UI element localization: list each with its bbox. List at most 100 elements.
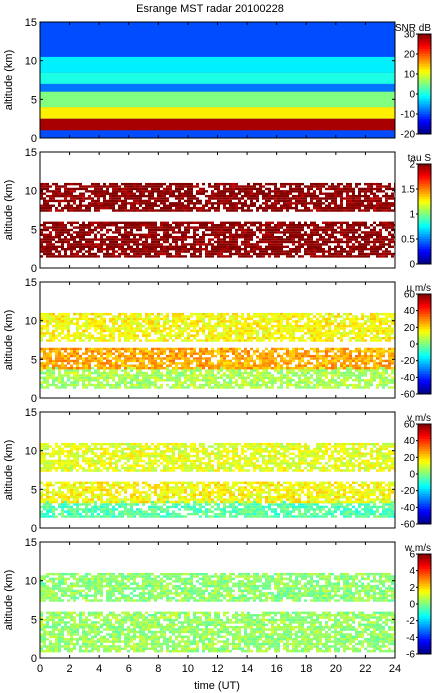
colorbar-tick-label: 0 <box>409 600 415 611</box>
data-layer <box>40 22 395 57</box>
colorbar-tick-label: -10 <box>401 110 416 121</box>
colorbar-tick-label: -40 <box>401 373 416 384</box>
y-tick-label: 10 <box>25 186 37 198</box>
colorbar-tick-label: 40 <box>404 436 416 447</box>
colorbar-tick-label: 2 <box>409 583 415 594</box>
data-layer <box>40 91 395 108</box>
y-tick-label: 5 <box>31 484 37 496</box>
y-tick-label: 10 <box>25 56 37 68</box>
y-axis-label: altitude (km) <box>3 310 15 371</box>
y-axis-label: altitude (km) <box>3 440 15 501</box>
colorbar-tick-label: 0 <box>409 260 415 271</box>
x-tick-label: 10 <box>182 663 194 675</box>
y-tick-label: 15 <box>25 17 37 29</box>
y-tick-label: 0 <box>31 263 37 275</box>
colorbar-label: w m/s <box>404 543 431 554</box>
panel-snr: 0 5 10 15 altitude (km) SNR dB -20 -10 0 10 20 30 <box>3 17 432 145</box>
y-tick-label: 5 <box>31 354 37 366</box>
colorbar-snr: SNR dB -20 -10 0 10 20 30 <box>395 23 432 141</box>
colorbar-tick-label: 6 <box>409 550 415 561</box>
colorbar-tick-label: 60 <box>404 420 416 431</box>
colorbar-label: u m/s <box>407 283 431 294</box>
data-layer <box>40 182 395 212</box>
y-tick-label: 15 <box>25 147 37 159</box>
x-tick-label: 4 <box>96 663 102 675</box>
x-tick-label: 6 <box>126 663 132 675</box>
data-layer <box>40 347 395 370</box>
x-tick-label: 12 <box>211 663 223 675</box>
colorbar-tick-label: -60 <box>401 390 416 401</box>
colorbar-tick-label: 0 <box>409 470 415 481</box>
data-layer <box>40 221 395 258</box>
colorbar-tick-label: -20 <box>401 486 416 497</box>
colorbar-tick-label: -4 <box>406 633 415 644</box>
x-tick-label: 14 <box>241 663 253 675</box>
y-tick-label: 0 <box>31 393 37 405</box>
x-axis-label: time (UT) <box>194 680 240 692</box>
data-layer <box>40 572 395 602</box>
panel-u: 0 5 10 15 altitude (km) u m/s -60 -40 -20 0 20 40 60 <box>3 277 432 405</box>
colorbar-u: u m/s -60 -40 -20 0 20 40 60 <box>401 283 432 401</box>
colorbar-tick-label: 60 <box>404 290 416 301</box>
y-axis-label: altitude (km) <box>3 570 15 631</box>
x-tick-label: 0 <box>37 663 43 675</box>
y-tick-label: 10 <box>25 576 37 588</box>
colorbar-tick-label: -6 <box>406 650 415 661</box>
colorbar-tick-label: 2 <box>409 160 415 171</box>
colorbar-tick-label: -40 <box>401 503 416 514</box>
panel-v: 0 5 10 15 altitude (km) v m/s -60 -40 -20 0 20 40 60 <box>3 407 432 535</box>
colorbar-v: v m/s -60 -40 -20 0 20 40 60 <box>401 413 432 531</box>
colorbar-w: w m/s -6 -4 -2 0 2 4 6 <box>404 543 432 661</box>
colorbar-tick-label: 10 <box>404 70 416 81</box>
colorbar-tick-label: 0.5 <box>401 235 415 246</box>
x-tick-label: 16 <box>271 663 283 675</box>
data-layer <box>40 118 395 131</box>
x-tick-label: 18 <box>300 663 312 675</box>
y-tick-label: 15 <box>25 537 37 549</box>
x-tick-label: 22 <box>359 663 371 675</box>
y-tick-label: 0 <box>31 133 37 145</box>
colorbar-label: tau S <box>408 153 432 164</box>
data-layer <box>40 83 395 92</box>
panel-tau: 0 5 10 15 altitude (km) tau S 0 0.5 1 1.5 2 <box>3 147 432 275</box>
x-tick-label: 24 <box>389 663 401 675</box>
chart-title: Esrange MST radar 20100228 <box>136 3 284 15</box>
colorbar-tick-label: 40 <box>404 306 416 317</box>
x-tick-label: 20 <box>330 663 342 675</box>
data-layer <box>40 611 395 653</box>
data-layer <box>40 442 395 472</box>
y-tick-label: 0 <box>31 653 37 665</box>
colorbar-tau: tau S 0 0.5 1 1.5 2 <box>401 153 432 271</box>
data-layer <box>40 56 395 73</box>
colorbar-tick-label: 30 <box>404 30 416 41</box>
colorbar-tick-label: 4 <box>409 566 415 577</box>
colorbar-tick-label: 20 <box>404 50 416 61</box>
colorbar-tick-label: -60 <box>401 520 416 531</box>
y-tick-label: 0 <box>31 523 37 535</box>
y-tick-label: 5 <box>31 224 37 236</box>
colorbar-tick-label: -2 <box>406 616 415 627</box>
colorbar-tick-label: 20 <box>404 323 416 334</box>
x-tick-label: 8 <box>155 663 161 675</box>
colorbar-tick-label: 20 <box>404 453 416 464</box>
colorbar-tick-label: 1.5 <box>401 185 415 196</box>
colorbar-tick-label: 0 <box>409 90 415 101</box>
y-tick-label: 10 <box>25 446 37 458</box>
colorbar-label: v m/s <box>407 413 431 424</box>
x-tick-label: 2 <box>67 663 73 675</box>
colorbar-tick-label: -20 <box>401 356 416 367</box>
data-layer <box>40 72 395 84</box>
colorbar-tick-label: -20 <box>401 130 416 141</box>
y-axis-label: altitude (km) <box>3 50 15 111</box>
data-layer <box>40 312 395 342</box>
y-tick-label: 10 <box>25 316 37 328</box>
y-tick-label: 5 <box>31 614 37 626</box>
colorbar-tick-label: 0 <box>409 340 415 351</box>
data-layer <box>40 107 395 119</box>
y-tick-label: 5 <box>31 94 37 106</box>
colorbar-tick-label: 1 <box>409 210 415 221</box>
colorbar-label: SNR dB <box>395 23 431 34</box>
y-axis-label: altitude (km) <box>3 180 15 241</box>
